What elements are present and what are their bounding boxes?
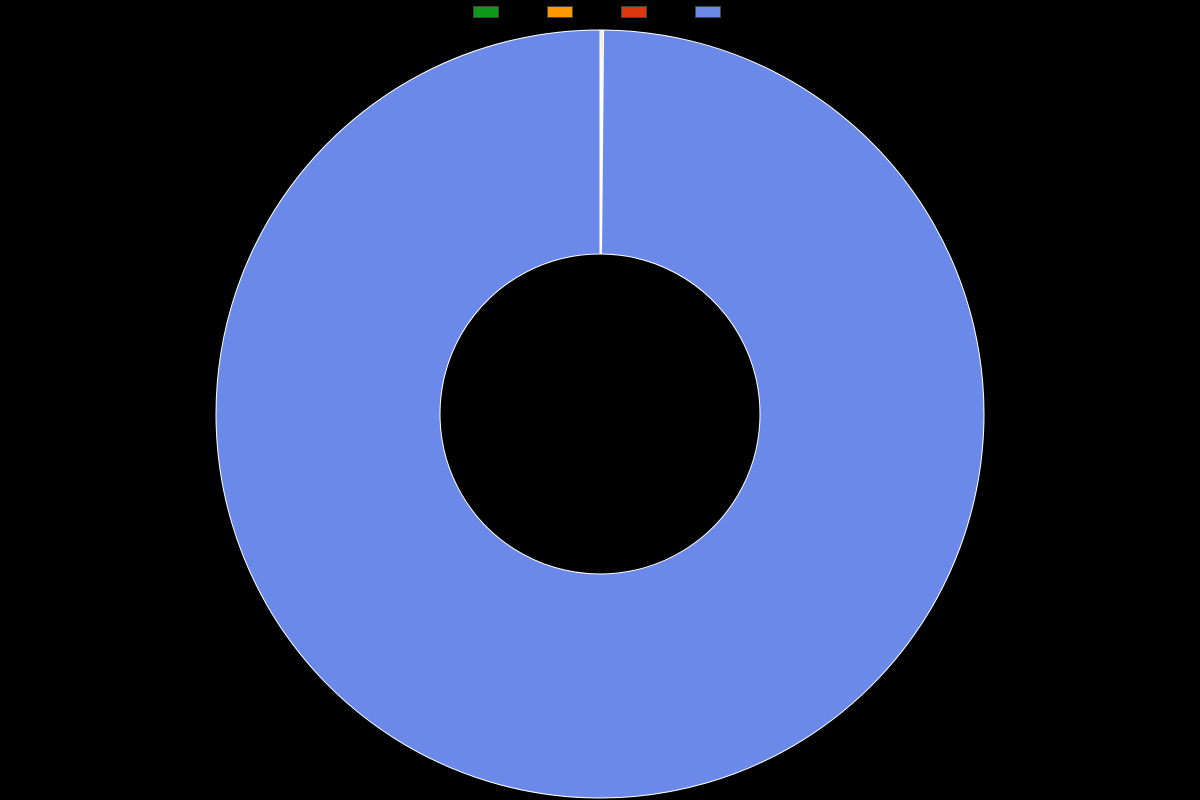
donut-chart [0,0,1200,800]
donut-slice[interactable] [216,30,984,798]
legend-item[interactable] [473,6,505,18]
legend-swatch [695,6,721,18]
legend-swatch [547,6,573,18]
legend [0,6,1200,18]
legend-item[interactable] [695,6,727,18]
chart-container [0,0,1200,800]
legend-swatch [621,6,647,18]
legend-swatch [473,6,499,18]
legend-item[interactable] [547,6,579,18]
legend-item[interactable] [621,6,653,18]
